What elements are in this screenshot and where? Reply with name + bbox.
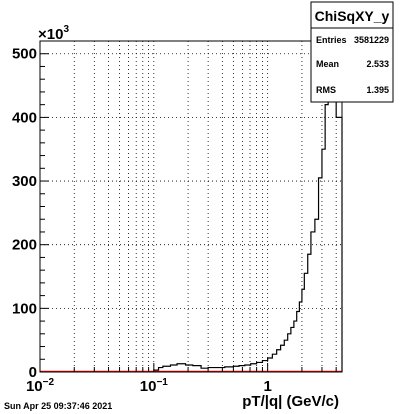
y-axis-ticks: 0 100 200 300 400 500 <box>12 46 49 381</box>
stats-box-frame <box>310 1 394 103</box>
x-tick-label: 1 <box>263 378 271 395</box>
stats-box: ChiSqXY_y Entries 3581229 Mean 2.533 RMS… <box>310 1 394 103</box>
y-tick-label: 0 <box>29 364 37 381</box>
x-tick-label: 10−2 <box>26 377 55 395</box>
footer-timestamp: Sun Apr 25 09:37:46 2021 <box>4 401 112 411</box>
stats-title: ChiSqXY_y <box>315 8 390 24</box>
y-tick-label: 300 <box>12 173 37 190</box>
stats-mean-label: Mean <box>316 59 339 69</box>
y-tick-label: 500 <box>12 46 37 63</box>
x-axis-ticks: 10−2 10−1 1 <box>26 363 337 395</box>
y-tick-label: 200 <box>12 237 37 254</box>
y-tick-label: 400 <box>12 109 37 126</box>
y-tick-label: 100 <box>12 300 37 317</box>
y-multiplier-label: ×103 <box>38 24 69 43</box>
stats-entries-value: 3581229 <box>354 35 389 45</box>
stats-mean-value: 2.533 <box>366 59 389 69</box>
x-axis-title: pT/|q| (GeV/c) <box>242 393 339 410</box>
stats-rms-value: 1.395 <box>366 85 389 95</box>
histogram-line <box>153 40 343 372</box>
x-tick-label: 10−1 <box>140 377 169 395</box>
stats-rms-label: RMS <box>316 85 336 95</box>
stats-entries-label: Entries <box>316 35 347 45</box>
